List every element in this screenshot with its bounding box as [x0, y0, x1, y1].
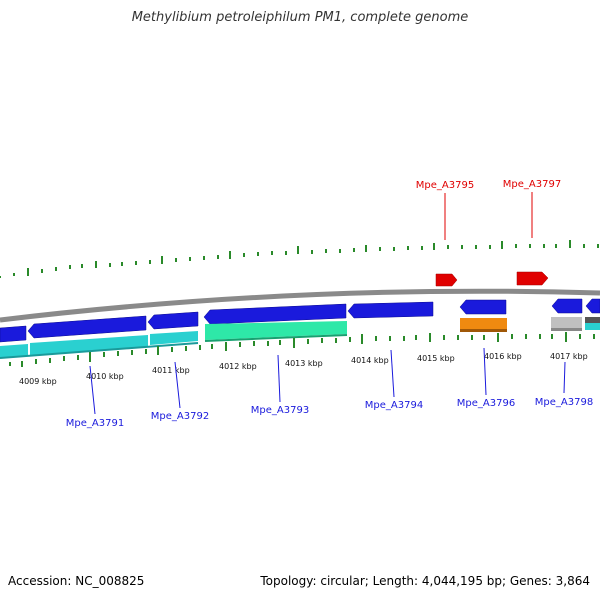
gene-label-mpe-a3791[interactable]: Mpe_A3791: [66, 418, 124, 429]
top-gene-labels: Mpe_A3795 Mpe_A3797: [416, 179, 561, 240]
feature-cyan-2[interactable]: [30, 335, 148, 355]
feature-green[interactable]: [205, 321, 347, 340]
reverse-gene-mpe-a3796[interactable]: [459, 299, 507, 315]
kbp-label: 4009 kbp: [19, 377, 57, 386]
kbp-label: 4017 kbp: [550, 352, 588, 361]
feature-cyan-3[interactable]: [150, 331, 198, 345]
kbp-label: 4013 kbp: [285, 359, 323, 368]
kbp-label: 4016 kbp: [484, 352, 522, 361]
reverse-gene-mpe-a3792[interactable]: [147, 311, 199, 330]
kbp-label: 4012 kbp: [219, 362, 257, 371]
gene-label-mpe-a3798[interactable]: Mpe_A3798: [535, 397, 593, 408]
gene-label-mpe-a3796[interactable]: Mpe_A3796: [457, 398, 515, 409]
gene-label-mpe-a3793[interactable]: Mpe_A3793: [251, 405, 309, 416]
reverse-genes: [0, 298, 600, 343]
forward-gene-mpe-a3797[interactable]: [516, 271, 549, 286]
reverse-gene-mpe-a3790[interactable]: [0, 325, 27, 343]
kbp-label: 4015 kbp: [417, 354, 455, 363]
feature-cyan-4[interactable]: [585, 317, 600, 323]
reverse-gene-mpe-a3793[interactable]: [203, 303, 347, 325]
gene-label-mpe-a3792[interactable]: Mpe_A3792: [151, 411, 209, 422]
accession-text: Accession: NC_008825: [8, 574, 145, 588]
reverse-gene-mpe-a3794[interactable]: [347, 301, 434, 319]
lower-tick-row: [9, 332, 595, 367]
genome-summary-text: Topology: circular; Length: 4,044,195 bp…: [260, 574, 590, 588]
gene-label-mpe-a3795[interactable]: Mpe_A3795: [416, 180, 474, 191]
reverse-gene-mpe-a3791[interactable]: [27, 315, 147, 339]
feature-cyan-1[interactable]: [0, 344, 28, 358]
gene-label-mpe-a3794[interactable]: Mpe_A3794: [365, 400, 423, 411]
feature-gray[interactable]: [551, 317, 582, 329]
reverse-gene-mpe-a3798[interactable]: [551, 298, 583, 314]
bottom-gene-labels: [89, 347, 566, 415]
gene-label-mpe-a3797[interactable]: Mpe_A3797: [503, 179, 561, 190]
forward-gene-mpe-a3795[interactable]: [435, 273, 458, 287]
reverse-gene-mpe-a3799[interactable]: [585, 298, 600, 314]
genome-title: Methylibium petroleiphilum PM1, complete…: [131, 10, 469, 25]
feature-track: [0, 317, 600, 359]
upper-tick-row: [0, 240, 599, 278]
genome-backbone: [0, 288, 600, 323]
kbp-label: 4010 kbp: [86, 372, 124, 381]
feature-orange[interactable]: [460, 318, 507, 330]
kbp-label: 4014 kbp: [351, 356, 389, 365]
kbp-label: 4011 kbp: [152, 366, 190, 375]
